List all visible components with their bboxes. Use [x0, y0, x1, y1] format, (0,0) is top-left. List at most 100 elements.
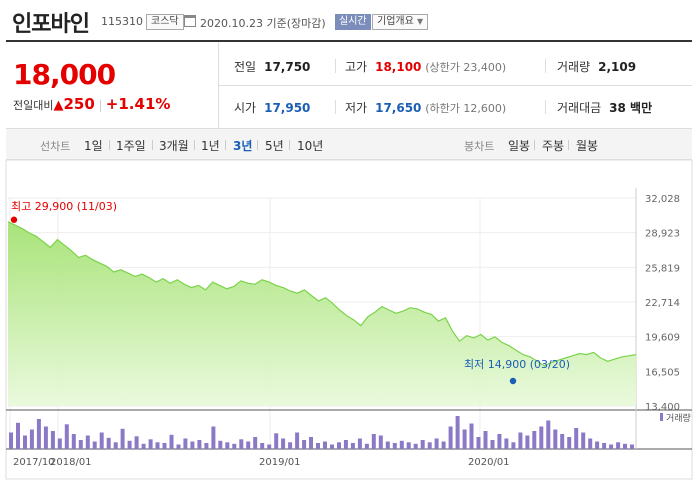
x-tick-label: 2017/10	[13, 457, 55, 468]
volume-bar	[9, 432, 13, 449]
volume-bar	[441, 441, 446, 449]
volume-bar	[616, 442, 621, 450]
header-divider	[6, 40, 692, 42]
volume-bar	[560, 434, 565, 449]
volume-bar	[462, 429, 467, 449]
period-daily[interactable]: 일봉	[508, 139, 531, 153]
volume-bar	[406, 442, 411, 450]
volume-legend-label: 거래량	[666, 412, 691, 424]
volume-bar	[392, 443, 397, 449]
volume-bar	[162, 443, 167, 449]
volume-bar	[518, 432, 523, 449]
volume-bar	[141, 443, 146, 450]
period-selector: 선차트 1일 1주일 3개월 1년 3년 5년 10년 봉차트 일봉 주봉 월봉	[6, 128, 692, 160]
volume-bar	[567, 437, 572, 449]
volume-bar	[85, 435, 90, 449]
period-10y[interactable]: 10년	[297, 139, 324, 153]
period-3y[interactable]: 3년	[233, 139, 253, 153]
volume-bar	[204, 443, 209, 449]
stock-code: 115310	[101, 15, 143, 28]
volume-bar	[539, 426, 544, 449]
y-tick-label: 19,609	[645, 333, 680, 344]
volume-bar	[504, 438, 509, 449]
stat-low: 저가 17,650 (하한가 12,600)	[345, 101, 507, 115]
x-tick-label: 2020/01	[468, 457, 510, 468]
volume-bar	[183, 438, 188, 449]
volume-bar	[71, 434, 76, 449]
y-tick-label: 32,028	[645, 194, 680, 205]
volume-bar	[420, 440, 425, 449]
y-tick-label: 16,505	[645, 367, 680, 378]
volume-bar	[630, 444, 634, 449]
period-monthly[interactable]: 월봉	[576, 139, 599, 153]
volume-bar	[134, 436, 139, 450]
volume-bar	[330, 444, 334, 449]
volume-bar	[16, 422, 20, 450]
price-area	[8, 221, 636, 406]
period-1w[interactable]: 1주일	[116, 139, 146, 153]
stat-open: 시가 17,950	[234, 101, 311, 115]
volume-bar	[120, 428, 125, 450]
volume-bar	[546, 420, 551, 449]
volume-bar	[295, 432, 300, 449]
chevron-down-icon: ▼	[417, 17, 424, 26]
volume-bar	[413, 443, 418, 450]
candle-chart-label: 봉차트	[464, 140, 495, 153]
volume-bar	[176, 444, 181, 449]
volume-bar	[246, 441, 251, 449]
volume-bar	[525, 435, 530, 449]
volume-bar	[581, 432, 586, 449]
volume-bar	[490, 440, 495, 449]
volume-bar	[427, 442, 432, 450]
volume-bar	[434, 438, 439, 449]
period-3m[interactable]: 3개월	[159, 139, 189, 153]
period-5y[interactable]: 5년	[265, 139, 284, 153]
period-weekly[interactable]: 주봉	[542, 139, 565, 153]
quote-date: 2020.10.23 기준(장마감)	[200, 17, 326, 30]
volume-bar	[239, 439, 244, 450]
calendar-icon	[184, 15, 196, 27]
volume-bar	[190, 441, 195, 449]
volume-bar	[323, 441, 327, 449]
volume-bar	[602, 443, 607, 449]
high-marker	[10, 216, 18, 223]
line-chart-label: 선차트	[40, 140, 71, 153]
x-tick-label: 2019/01	[259, 457, 301, 468]
volume-bar	[36, 419, 41, 449]
volume-bar	[225, 442, 230, 450]
volume-bar	[553, 429, 558, 449]
volume-bar	[23, 435, 27, 449]
volume-bar	[57, 438, 62, 449]
volume-bar	[497, 434, 502, 449]
market-badge: 코스닥	[146, 14, 184, 30]
volume-bar	[288, 442, 293, 450]
volume-bar	[29, 429, 34, 449]
volume-bar	[455, 416, 460, 449]
volume-bar	[50, 431, 55, 449]
period-1y[interactable]: 1년	[201, 139, 220, 153]
stat-amount: 거래대금 38 백만	[557, 101, 653, 115]
volume-bar	[595, 441, 600, 449]
volume-bar	[343, 440, 348, 449]
volume-bar	[197, 440, 202, 449]
stat-volume: 거래량 2,109	[557, 60, 637, 74]
price-change: 전일대비▲250 +1.41%	[13, 95, 170, 113]
stock-header: 인포바인 115310 코스닥 2020.10.23 기준(장마감) 실시간 기…	[0, 0, 698, 40]
up-arrow-icon: ▲	[53, 98, 64, 113]
volume-bar	[309, 437, 313, 449]
period-1d[interactable]: 1일	[84, 139, 103, 153]
realtime-button[interactable]: 실시간	[335, 14, 371, 30]
volume-bar	[302, 440, 307, 449]
volume-bar	[371, 434, 376, 449]
company-info-button[interactable]: 기업개요 ▼	[372, 14, 429, 30]
volume-bar	[316, 443, 320, 449]
volume-bar	[281, 438, 286, 449]
volume-bar	[92, 441, 97, 449]
y-tick-label: 22,714	[645, 298, 680, 309]
volume-bar	[623, 443, 627, 450]
stat-prev-close: 전일 17,750	[234, 60, 311, 74]
volume-bar	[337, 442, 341, 450]
change-amount: 250	[63, 95, 95, 113]
price-chart[interactable]: 32,028 28,923 25,819 22,714 19,609 16,505 13,4…	[0, 159, 698, 481]
y-tick-label: 25,819	[645, 263, 680, 274]
